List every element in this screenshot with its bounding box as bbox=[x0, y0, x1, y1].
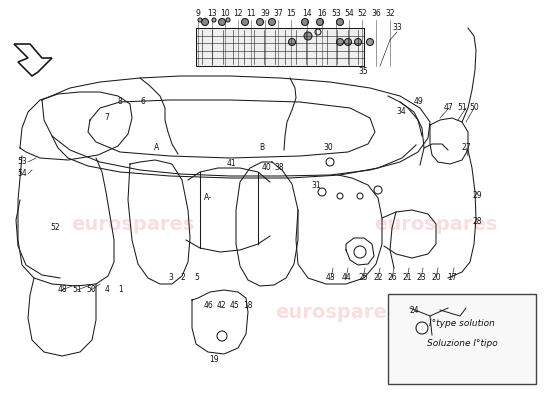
Text: 50: 50 bbox=[86, 286, 96, 294]
Text: A: A bbox=[155, 144, 159, 152]
Text: 41: 41 bbox=[226, 160, 236, 168]
Text: 48: 48 bbox=[57, 286, 67, 294]
Text: 54: 54 bbox=[344, 10, 354, 18]
Circle shape bbox=[241, 18, 249, 26]
Text: 7: 7 bbox=[104, 114, 109, 122]
Text: 51: 51 bbox=[72, 286, 82, 294]
Text: 22: 22 bbox=[373, 274, 383, 282]
Text: 37: 37 bbox=[273, 10, 283, 18]
Text: 3: 3 bbox=[168, 274, 173, 282]
Text: 34: 34 bbox=[396, 108, 406, 116]
Circle shape bbox=[344, 38, 351, 46]
Text: 21: 21 bbox=[402, 274, 412, 282]
Text: 51: 51 bbox=[457, 104, 467, 112]
Text: 25: 25 bbox=[358, 274, 368, 282]
Text: 10: 10 bbox=[220, 10, 230, 18]
Text: 26: 26 bbox=[387, 274, 397, 282]
Text: 6: 6 bbox=[141, 98, 145, 106]
Text: 49: 49 bbox=[413, 98, 423, 106]
Text: Soluzione I°tipo: Soluzione I°tipo bbox=[427, 339, 497, 348]
Circle shape bbox=[316, 18, 323, 26]
Text: 53: 53 bbox=[17, 158, 27, 166]
Text: 19: 19 bbox=[209, 356, 219, 364]
Text: 24: 24 bbox=[410, 306, 420, 315]
Circle shape bbox=[355, 38, 361, 46]
Circle shape bbox=[304, 32, 312, 40]
Circle shape bbox=[256, 18, 263, 26]
Circle shape bbox=[289, 38, 295, 46]
Text: 29: 29 bbox=[472, 192, 482, 200]
Polygon shape bbox=[14, 44, 52, 76]
Text: 52: 52 bbox=[357, 10, 367, 18]
Text: 5: 5 bbox=[195, 274, 200, 282]
Text: I°type solution: I°type solution bbox=[429, 319, 495, 328]
Text: 17: 17 bbox=[447, 274, 457, 282]
Text: 31: 31 bbox=[311, 180, 321, 190]
Text: 32: 32 bbox=[385, 10, 395, 18]
Text: 42: 42 bbox=[216, 302, 226, 310]
Text: 40: 40 bbox=[261, 164, 271, 172]
Circle shape bbox=[337, 18, 344, 26]
Circle shape bbox=[198, 18, 202, 22]
Text: 54: 54 bbox=[17, 170, 27, 178]
Text: 1: 1 bbox=[119, 286, 123, 294]
Text: 4: 4 bbox=[104, 286, 109, 294]
Text: eurospares: eurospares bbox=[72, 214, 195, 234]
Circle shape bbox=[366, 38, 373, 46]
Circle shape bbox=[201, 18, 208, 26]
Circle shape bbox=[218, 18, 226, 26]
Text: 30: 30 bbox=[323, 144, 333, 152]
Text: 44: 44 bbox=[341, 274, 351, 282]
Bar bbox=[388, 294, 536, 384]
Bar bbox=[196, 28, 364, 66]
Circle shape bbox=[226, 18, 230, 22]
Text: 12: 12 bbox=[233, 10, 243, 18]
Circle shape bbox=[337, 38, 344, 46]
Circle shape bbox=[301, 18, 309, 26]
Text: 8: 8 bbox=[118, 98, 122, 106]
Text: 43: 43 bbox=[326, 274, 336, 282]
Text: 36: 36 bbox=[371, 10, 381, 18]
Text: 11: 11 bbox=[246, 10, 256, 18]
Text: 15: 15 bbox=[286, 10, 296, 18]
Text: 27: 27 bbox=[461, 144, 471, 152]
Text: 39: 39 bbox=[260, 10, 270, 18]
Circle shape bbox=[212, 18, 216, 22]
Text: 50: 50 bbox=[469, 104, 479, 112]
Text: 18: 18 bbox=[243, 302, 253, 310]
Text: 53: 53 bbox=[331, 10, 341, 18]
Text: 45: 45 bbox=[230, 302, 240, 310]
Text: eurospares: eurospares bbox=[374, 214, 497, 234]
Text: B: B bbox=[260, 144, 265, 152]
Text: 16: 16 bbox=[317, 10, 327, 18]
Text: 14: 14 bbox=[302, 10, 312, 18]
Circle shape bbox=[268, 18, 276, 26]
Text: 46: 46 bbox=[203, 302, 213, 310]
Text: eurospares: eurospares bbox=[275, 302, 398, 322]
Text: 52: 52 bbox=[50, 224, 60, 232]
Text: 2: 2 bbox=[180, 274, 185, 282]
Text: A-: A- bbox=[204, 194, 212, 202]
Text: 13: 13 bbox=[207, 10, 217, 18]
Text: 38: 38 bbox=[274, 164, 284, 172]
Text: 28: 28 bbox=[472, 218, 482, 226]
Text: 23: 23 bbox=[416, 274, 426, 282]
Text: 20: 20 bbox=[431, 274, 441, 282]
Text: 9: 9 bbox=[196, 10, 200, 18]
Text: 47: 47 bbox=[444, 104, 454, 112]
Text: 33: 33 bbox=[392, 22, 402, 32]
Text: 35: 35 bbox=[358, 68, 368, 76]
